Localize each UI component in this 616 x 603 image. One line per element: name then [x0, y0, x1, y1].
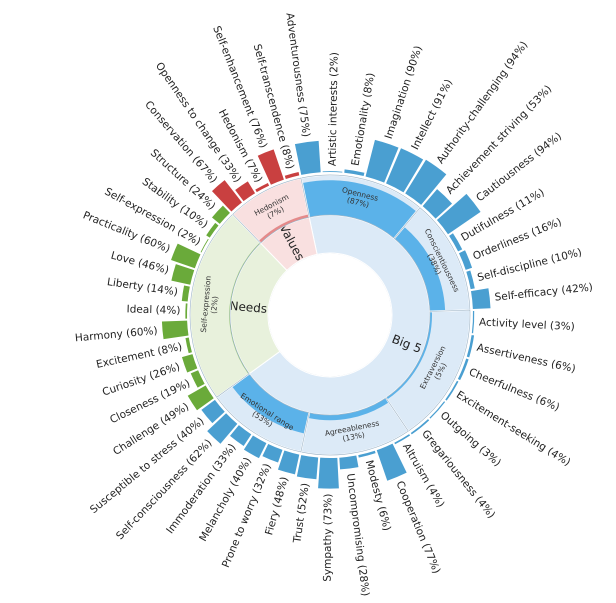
facet-score: [394, 227, 446, 311]
trait-bar: [457, 358, 469, 381]
trait-bar: [470, 288, 491, 310]
trait-bar: [376, 443, 407, 481]
trait-label: Fiery (48%): [263, 475, 291, 536]
trait-bar: [185, 303, 188, 319]
trait-label: Prone to worry (32%): [220, 462, 274, 570]
trait-bar: [322, 171, 343, 173]
facet-value: (2%): [209, 296, 220, 315]
trait-bar: [230, 425, 252, 446]
trait-bar: [161, 320, 189, 340]
trait-bar: [422, 189, 453, 219]
facet-outline: [232, 177, 310, 244]
trait-label: Trust (52%): [291, 482, 312, 544]
trait-label: Assertiveness (6%): [476, 342, 577, 376]
group-label: Needs: [229, 299, 268, 316]
trait-bar: [466, 270, 475, 290]
trait-bar: [277, 450, 300, 475]
trait-bar: [365, 139, 399, 183]
trait-bar: [339, 455, 359, 470]
trait-label: Activity level (3%): [479, 316, 575, 333]
trait-label: Love (46%): [109, 250, 170, 277]
trait-bar: [410, 419, 430, 435]
trait-label: Ideal (4%): [126, 303, 180, 316]
trait-label: Adventurousness (75%): [283, 12, 312, 138]
trait-bar: [284, 172, 300, 179]
trait-bar: [429, 401, 446, 419]
trait-label: Harmony (60%): [74, 325, 158, 345]
trait-bar: [344, 169, 365, 177]
trait-bar: [445, 380, 459, 401]
trait-label: Liberty (14%): [106, 276, 178, 298]
trait-bar: [171, 264, 195, 285]
facet-score: [386, 312, 433, 400]
trait-bar: [190, 370, 205, 388]
trait-bar: [471, 310, 475, 334]
trait-bar: [255, 182, 270, 193]
facet-score: [232, 374, 309, 434]
trait-label: Cautiousness (94%): [474, 130, 564, 204]
trait-bar: [466, 335, 475, 358]
trait-bar: [200, 238, 209, 253]
trait-bar: [262, 443, 283, 463]
trait-label: Sympathy (73%): [322, 494, 335, 582]
trait-bar: [243, 435, 267, 459]
trait-bar: [296, 455, 319, 480]
trait-bar: [294, 140, 321, 175]
trait-bar: [185, 337, 192, 354]
trait-bar: [187, 385, 214, 411]
trait-bar: [211, 205, 230, 224]
trait-label: Gregariousness (4%): [419, 428, 497, 521]
trait-bar: [436, 193, 481, 235]
trait-bar: [394, 434, 411, 445]
trait-label: Uncompromising (28%): [344, 473, 371, 597]
trait-bar: [206, 222, 219, 238]
trait-label: Artistic interests (2%): [327, 52, 341, 166]
trait-bar: [201, 399, 225, 424]
trait-bar: [257, 149, 284, 185]
trait-bar: [211, 180, 242, 212]
trait-bar: [207, 413, 238, 444]
trait-bar: [181, 285, 190, 302]
trait-bar: [318, 457, 339, 489]
trait-bar: [386, 148, 424, 193]
trait-bar: [449, 233, 463, 252]
facet-score: [303, 180, 416, 238]
trait-bar: [458, 250, 473, 270]
trait-bar: [358, 450, 376, 458]
trait-bar: [171, 243, 201, 269]
center: [267, 252, 393, 378]
facet-value: (13%): [342, 430, 366, 443]
trait-label: Self-efficacy (42%): [494, 281, 593, 303]
facet-score: [309, 398, 389, 421]
trait-bar: [235, 181, 256, 202]
trait-bar: [405, 159, 447, 205]
trait-bar: [181, 354, 198, 373]
